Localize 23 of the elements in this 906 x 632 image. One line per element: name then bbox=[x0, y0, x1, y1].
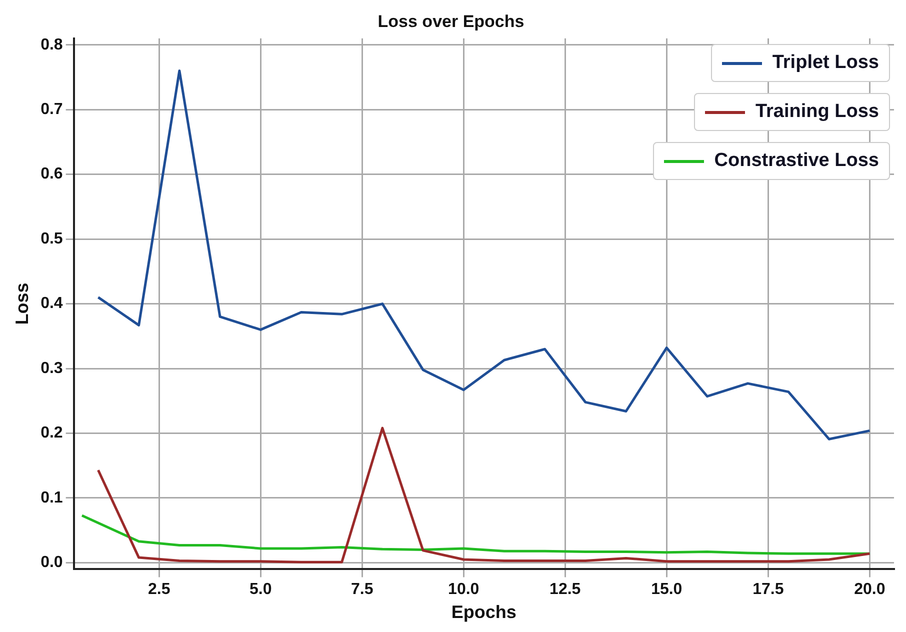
y-tick-label: 0.5 bbox=[40, 230, 63, 248]
x-tick-label: 2.5 bbox=[148, 581, 170, 598]
x-tick-label: 20.0 bbox=[854, 581, 886, 598]
x-axis-title: Epochs bbox=[451, 602, 516, 622]
x-tick-label: 7.5 bbox=[350, 581, 374, 598]
y-tick-label: 0.4 bbox=[40, 295, 63, 312]
y-tick-label: 0.3 bbox=[40, 360, 63, 377]
y-tick-label: 0.7 bbox=[40, 101, 63, 118]
chart-title: Loss over Epochs bbox=[378, 12, 524, 31]
y-tick-label: 0.2 bbox=[40, 424, 63, 442]
x-tick-label: 10.0 bbox=[448, 581, 480, 598]
legend-label: Triplet Loss bbox=[772, 52, 879, 74]
legend-label: Constrastive Loss bbox=[714, 150, 879, 172]
y-tick-label: 0.8 bbox=[40, 36, 63, 54]
y-tick-label: 0.6 bbox=[40, 166, 63, 183]
x-tick-label: 12.5 bbox=[550, 581, 581, 598]
x-tick-label: 17.5 bbox=[752, 581, 784, 598]
legend-label: Training Loss bbox=[755, 101, 879, 124]
x-tick-label: 5.0 bbox=[249, 581, 272, 598]
y-axis-title: Loss bbox=[12, 282, 32, 325]
y-tick-label: 0.0 bbox=[40, 554, 63, 572]
y-tick-label: 0.1 bbox=[40, 489, 63, 506]
x-tick-label: 15.0 bbox=[651, 581, 682, 598]
